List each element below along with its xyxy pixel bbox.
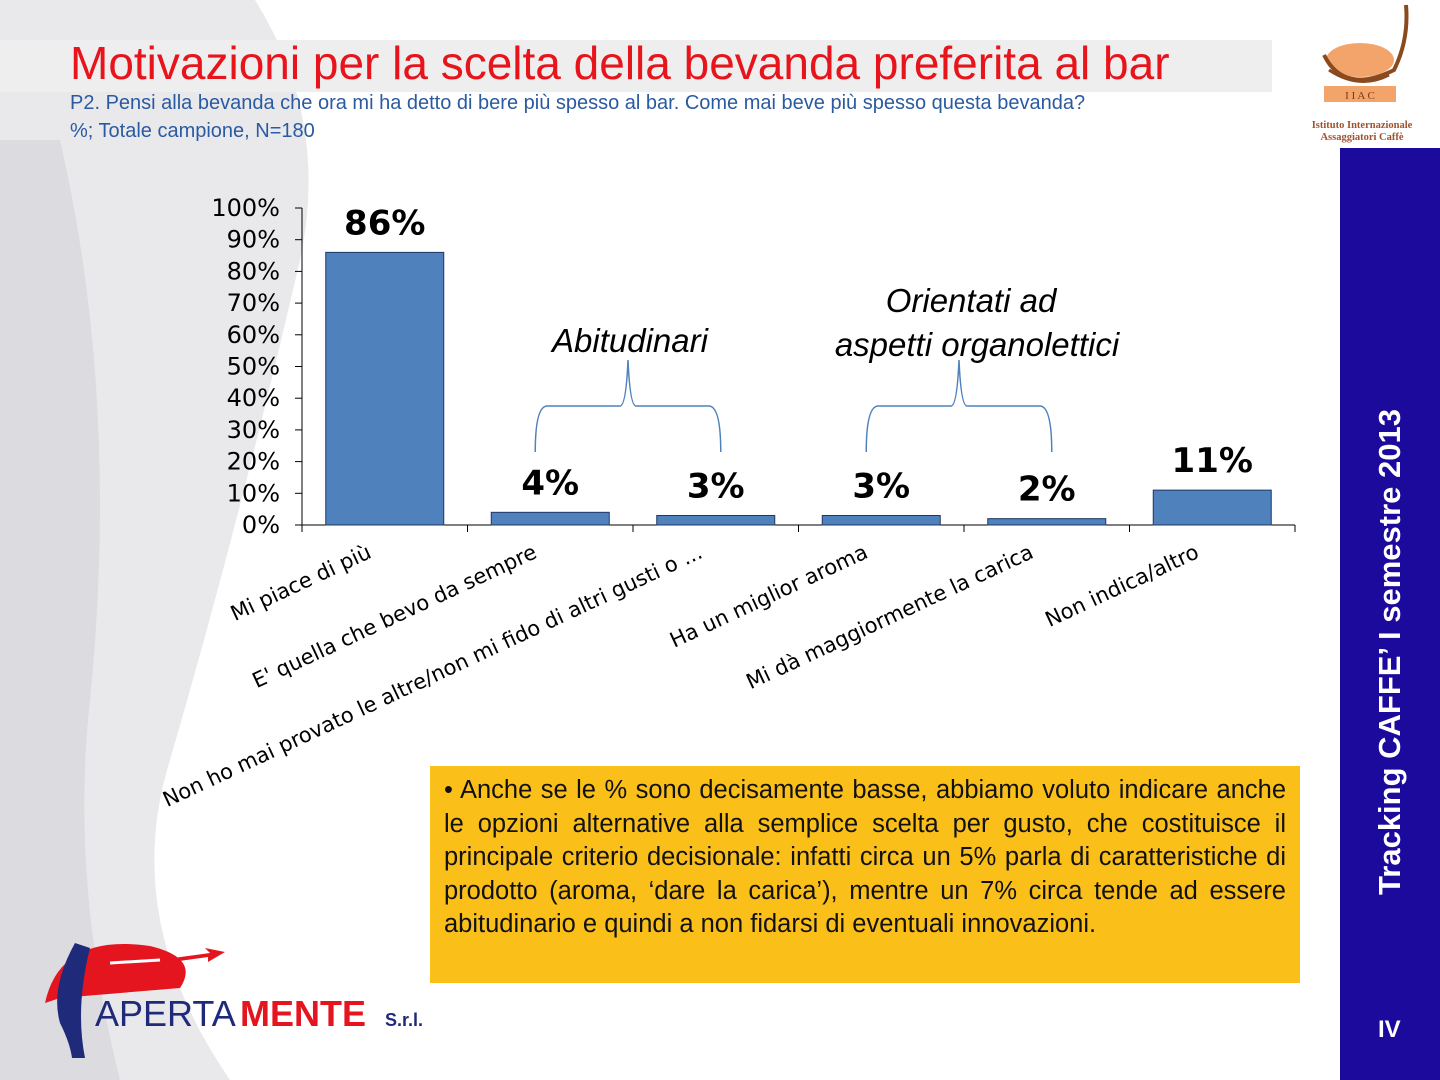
note-box: • Anche se le % sono decisamente basse, … <box>430 766 1300 983</box>
annotation-label: Abitudinari <box>550 322 710 359</box>
y-tick-label: 20% <box>227 448 280 476</box>
y-tick-label: 30% <box>227 416 280 444</box>
iiac-letters: I I A C <box>1345 90 1375 102</box>
data-label: 11% <box>1172 441 1253 481</box>
annotation-label: Orientati ad <box>886 282 1058 319</box>
y-tick-label: 0% <box>242 511 280 539</box>
y-tick-label: 70% <box>227 289 280 317</box>
x-tick-label: E' quella che bevo da sempre <box>249 540 541 693</box>
apertamente-1: APERTA <box>95 993 236 1034</box>
y-tick-label: 40% <box>227 384 280 412</box>
y-tick-label: 90% <box>227 226 280 254</box>
bracket <box>865 359 1053 453</box>
bar-chart: 0% 10% 20% 30% 40% 50% 60% 70% 80% 90% 100% 86% Mi p… <box>159 194 1296 812</box>
page-number: IV <box>1378 1016 1401 1043</box>
bar <box>821 514 941 526</box>
iiac-name-2: Assaggiatori Caffè <box>1320 132 1403 143</box>
y-tick-label: 60% <box>227 321 280 349</box>
x-tick-label: Mi dà maggiormente la carica <box>742 540 1036 694</box>
data-label: 4% <box>521 463 579 503</box>
y-tick-label: 100% <box>211 194 280 222</box>
iiac-name-1: Istituto Internazionale <box>1312 120 1413 131</box>
page-title: Motivazioni per la scelta della bevanda … <box>70 37 1170 89</box>
bar <box>490 511 610 526</box>
y-tick-label: 50% <box>227 353 280 381</box>
apertamente-3: S.r.l. <box>385 1010 423 1030</box>
iiac-logo: I I A C Istituto Internazionale Assaggia… <box>1312 4 1413 143</box>
data-label: 86% <box>344 203 425 243</box>
bar <box>1152 489 1272 526</box>
data-label: 3% <box>852 466 910 506</box>
sample-text: %; Totale campione, N=180 <box>70 120 315 142</box>
bar <box>987 518 1107 526</box>
sidebar-label: Tracking CAFFE’ I semestre 2013 <box>1372 409 1407 895</box>
bar <box>656 514 776 526</box>
annotation-label: aspetti organolettici <box>835 326 1121 363</box>
apertamente-2: MENTE <box>240 993 366 1034</box>
y-tick-label: 80% <box>227 257 280 285</box>
sidebar <box>1340 148 1440 1080</box>
title-band <box>0 40 1272 92</box>
x-tick-label: Mi piace di più <box>227 540 375 626</box>
apertamente-logo: APERTA MENTE S.r.l. <box>45 943 423 1058</box>
question-text: P2. Pensi alla bevanda che ora mi ha det… <box>70 92 1086 114</box>
bracket <box>534 359 722 453</box>
bar <box>325 251 445 526</box>
data-label: 3% <box>687 466 745 506</box>
x-tick-label: Non indica/altro <box>1041 540 1202 632</box>
y-tick-label: 10% <box>227 479 280 507</box>
data-label: 2% <box>1018 470 1076 510</box>
